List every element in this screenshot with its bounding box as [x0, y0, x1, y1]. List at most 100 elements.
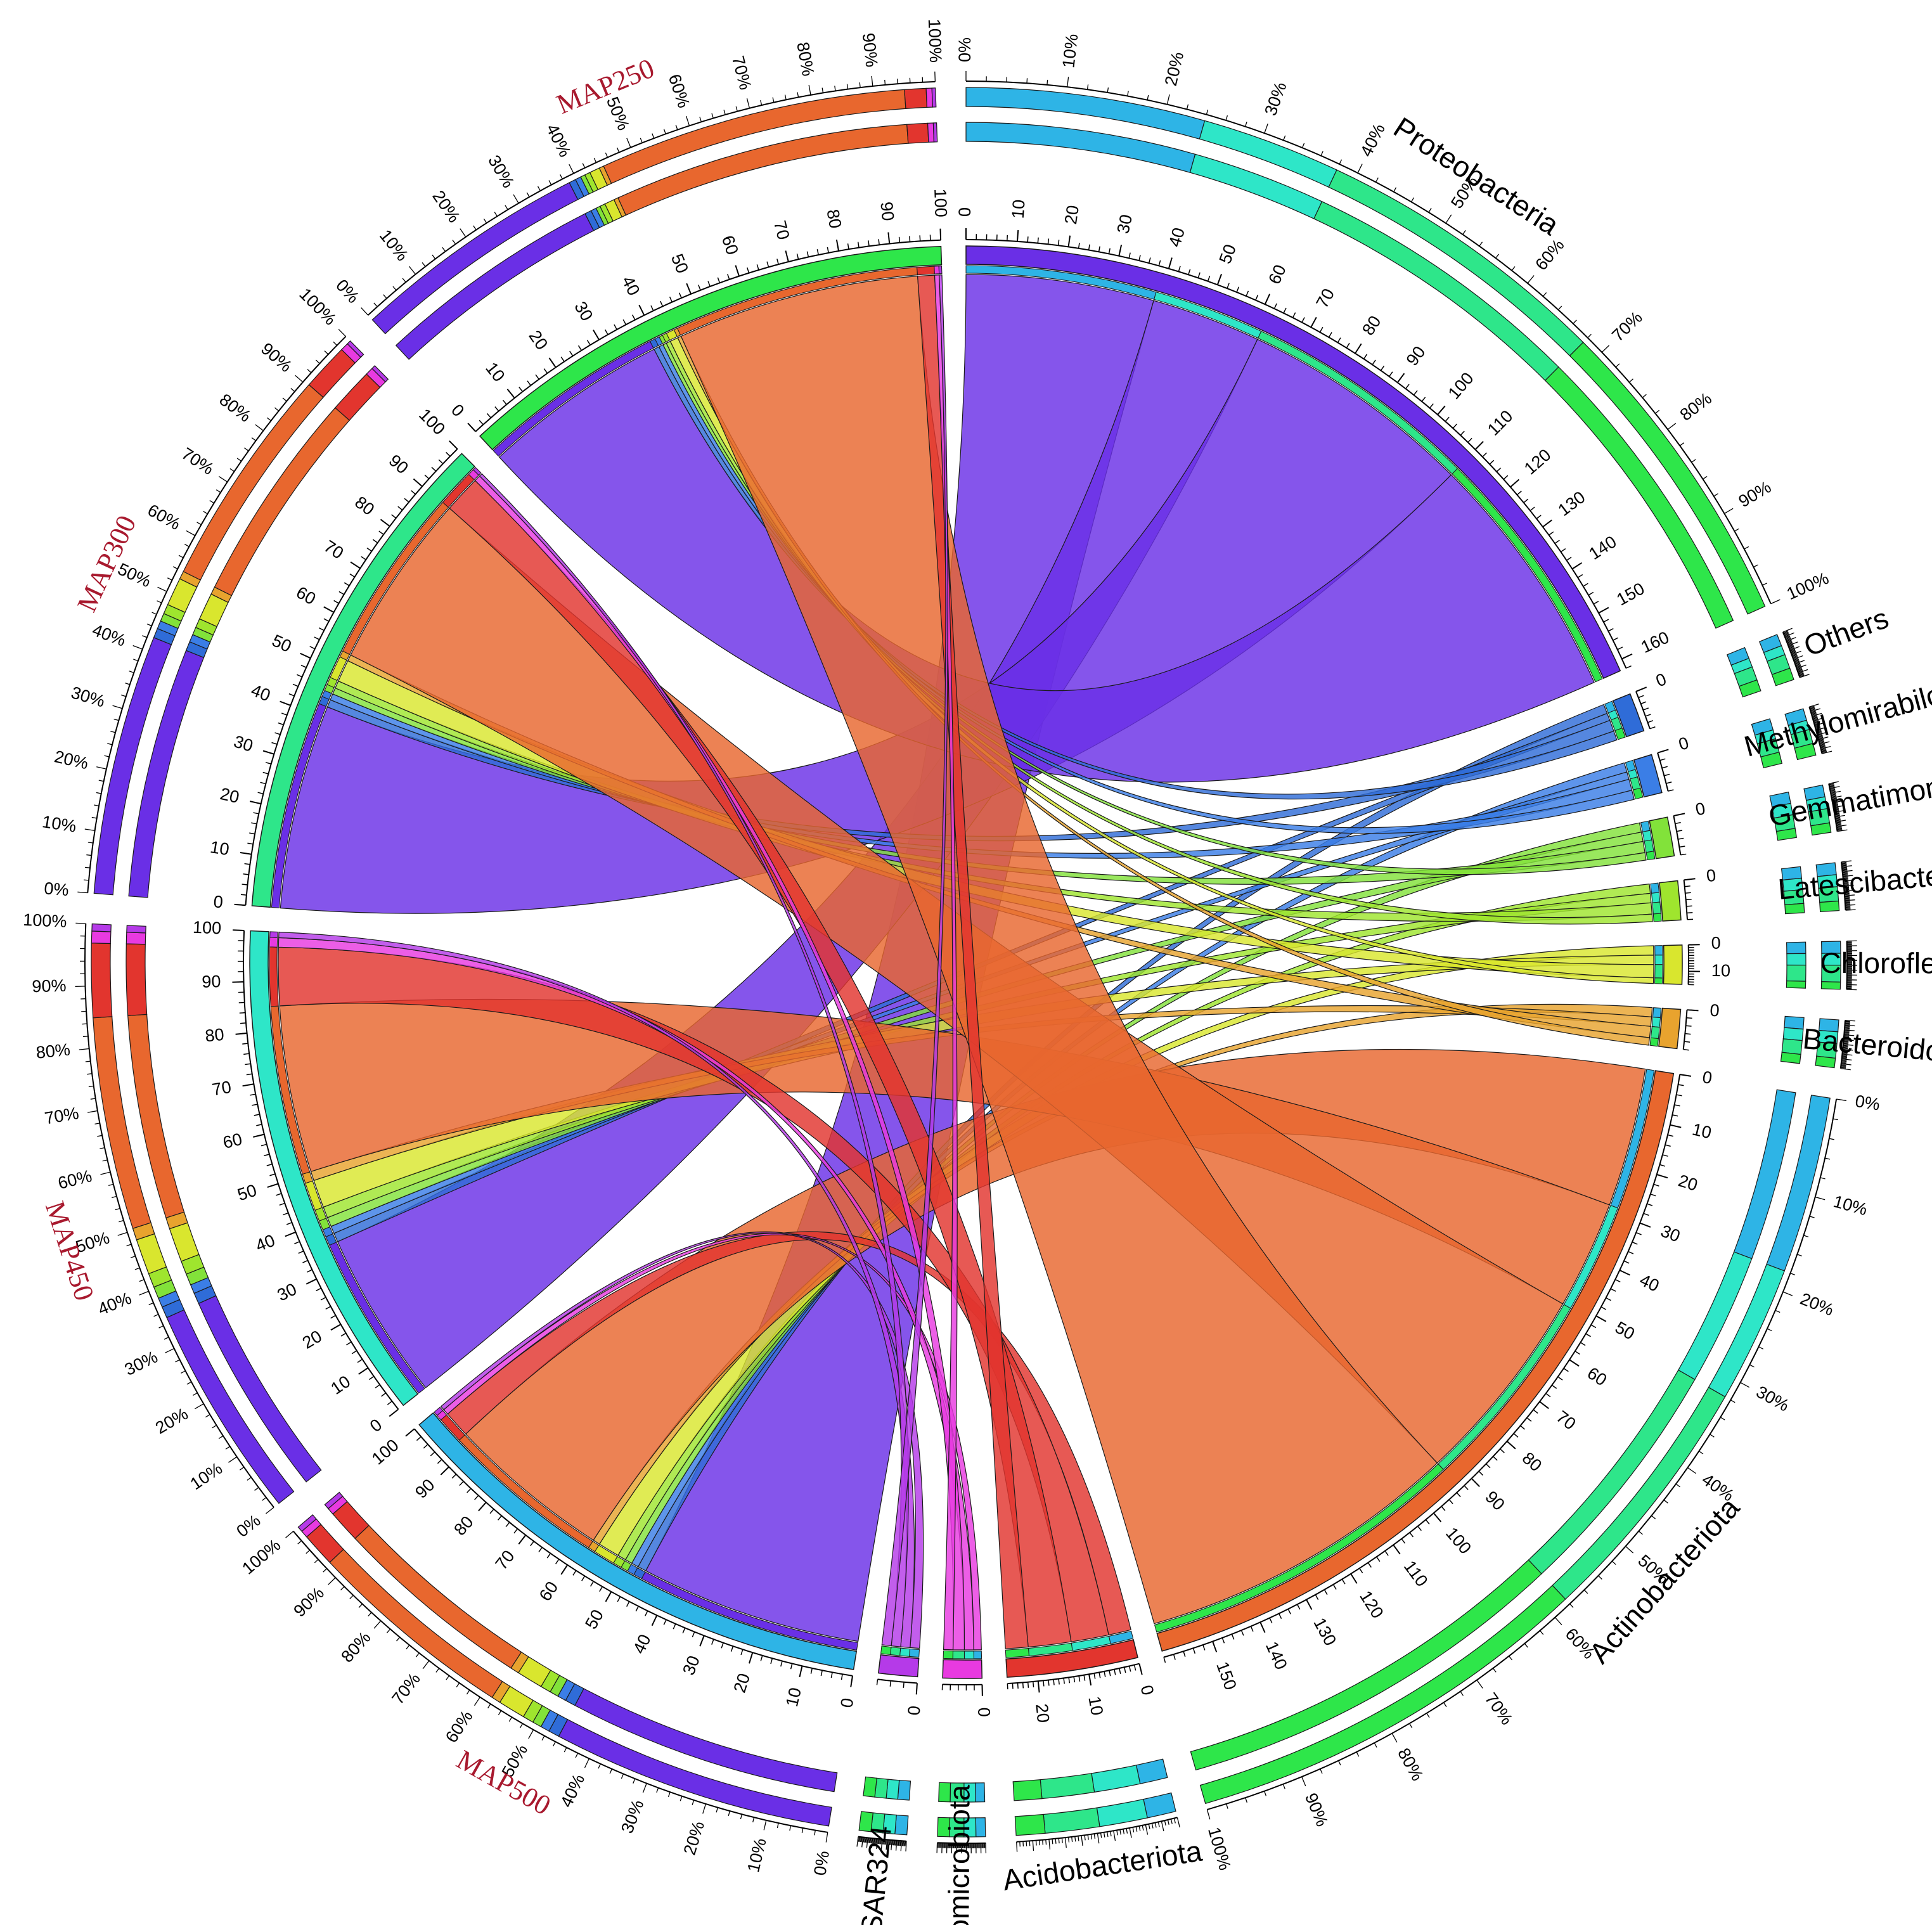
- percent-tick: [1842, 868, 1848, 870]
- minor-tick: [1526, 1417, 1532, 1422]
- percent-label: 100%: [295, 285, 340, 329]
- percent-tick: [1762, 583, 1767, 586]
- minor-tick: [1178, 266, 1181, 272]
- link-strip-verrucomicrobiota-map250: [943, 1650, 954, 1659]
- percent-tick: [528, 1729, 534, 1739]
- percent-tick: [1783, 631, 1789, 634]
- percent-tick: [1758, 1346, 1764, 1349]
- composition-others-map250-ring1: [1738, 679, 1761, 698]
- composition-acidobacteriota-map500-ring2: [1143, 1792, 1176, 1819]
- minor-tick: [431, 467, 437, 472]
- percent-tick: [728, 1810, 730, 1817]
- composition-chloroflexota-map300-ring1: [1786, 964, 1806, 982]
- percent-tick: [1845, 1024, 1850, 1025]
- minor-tick: [1678, 837, 1684, 840]
- percent-tick: [878, 1839, 880, 1845]
- percent-tick: [1831, 792, 1836, 795]
- percent-tick: [1831, 797, 1837, 800]
- minor-tick: [242, 1043, 248, 1045]
- minor-tick: [497, 1515, 502, 1521]
- minor-tick: [1413, 390, 1418, 396]
- minor-tick: [1133, 1664, 1137, 1671]
- minor-tick: [830, 1672, 833, 1678]
- minor-tick: [344, 582, 350, 586]
- composition-verrucomicrobiota-map250-ring2: [937, 1817, 951, 1838]
- percent-tick: [1803, 1235, 1809, 1238]
- composition-gemmatimonadota-map250-ring1: [1775, 828, 1797, 841]
- minor-tick: [278, 722, 284, 726]
- minor-tick: [1613, 637, 1619, 641]
- tick-label: 0: [1711, 934, 1721, 953]
- percent-tick: [1784, 633, 1789, 636]
- percent-tick: [186, 1381, 192, 1385]
- percent-tick: [285, 1531, 294, 1538]
- percent-tick: [422, 1660, 430, 1670]
- minor-tick: [569, 351, 574, 356]
- tick-label: 90: [1403, 342, 1429, 369]
- minor-tick: [330, 1315, 336, 1319]
- major-tick: [1216, 274, 1222, 285]
- percent-tick: [797, 92, 799, 98]
- percent-label: 70%: [1481, 1689, 1517, 1728]
- percent-tick: [519, 1723, 524, 1729]
- minor-tick: [1043, 1680, 1045, 1687]
- chord-methylomirabilota-map250: [658, 344, 1635, 834]
- composition-chloroflexota-map250-ring1: [1786, 980, 1806, 989]
- minor-tick: [669, 297, 673, 302]
- composition-map250-acidobacteriota-ring1: [906, 122, 929, 144]
- percent-tick: [186, 530, 196, 536]
- percent-tick: [1844, 1031, 1850, 1033]
- major-tick: [350, 561, 361, 569]
- percent-tick: [642, 1783, 647, 1793]
- percent-tick: [132, 645, 143, 650]
- percent-label: 10%: [744, 1836, 770, 1874]
- percent-tick: [1845, 1022, 1850, 1023]
- percent-tick: [98, 780, 104, 782]
- percent-tick: [1830, 789, 1836, 791]
- minor-tick: [286, 1222, 292, 1225]
- percent-tick: [865, 1837, 866, 1843]
- percent-tick: [1113, 1831, 1116, 1841]
- percent-tick: [1837, 828, 1843, 830]
- minor-tick: [1478, 1471, 1484, 1476]
- chord-acidobacteriota-map250: [917, 274, 1029, 1649]
- percent-tick: [1843, 873, 1848, 875]
- minor-tick: [1623, 1260, 1630, 1264]
- link-strip-verrucomicrobiota-map300: [952, 1651, 965, 1659]
- percent-tick: [1815, 727, 1821, 730]
- composition-map250-sar324-ring1: [932, 122, 938, 143]
- percent-tick: [1428, 207, 1432, 213]
- percent-tick: [167, 577, 172, 581]
- percent-tick: [1843, 1045, 1848, 1046]
- percent-tick: [282, 397, 287, 402]
- percent-tick: [487, 1703, 491, 1709]
- percent-tick: [1841, 865, 1852, 868]
- minor-tick: [252, 1104, 258, 1106]
- percent-tick: [640, 138, 643, 143]
- percent-tick: [763, 1820, 767, 1831]
- tick-label: 10: [1690, 1119, 1713, 1142]
- percent-label: 90%: [1301, 1790, 1332, 1829]
- percent-tick: [139, 1291, 149, 1296]
- minor-tick: [253, 812, 259, 814]
- minor-tick: [770, 1658, 773, 1664]
- percent-tick: [1844, 892, 1850, 894]
- percent-tick: [338, 328, 346, 337]
- percent-tick: [306, 1550, 311, 1554]
- percent-tick: [1426, 1713, 1430, 1718]
- percent-tick: [406, 1645, 410, 1650]
- percent-tick: [1834, 814, 1840, 817]
- composition-bacteroidota-map300-ring1: [1781, 1038, 1803, 1055]
- tick-label: 140: [1585, 532, 1620, 563]
- percent-label: 0%: [43, 879, 69, 899]
- tick-label: 160: [1638, 628, 1671, 657]
- minor-tick: [626, 1601, 630, 1607]
- percent-tick: [1540, 1630, 1544, 1635]
- tick-label: 100: [1442, 1524, 1475, 1558]
- percent-tick: [711, 113, 714, 119]
- percent-tick: [1834, 813, 1840, 815]
- percent-tick: [537, 186, 541, 191]
- composition-map250-actinobacteriota-ring1: [617, 124, 909, 216]
- minor-tick: [727, 274, 730, 280]
- percent-label: 70%: [728, 54, 755, 92]
